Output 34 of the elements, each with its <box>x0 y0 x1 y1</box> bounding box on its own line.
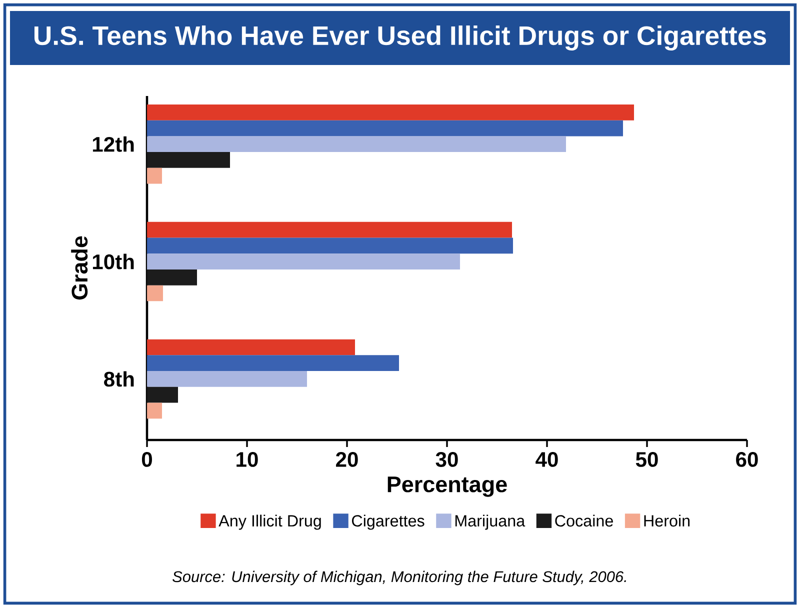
x-tick-label: 40 <box>536 452 558 467</box>
bar <box>147 104 634 120</box>
bar <box>147 152 230 168</box>
bar <box>147 402 162 419</box>
bar <box>147 355 399 372</box>
bar <box>147 386 178 403</box>
x-tick-label: 60 <box>736 452 758 467</box>
legend-label: Cigarettes <box>352 514 424 530</box>
x-tick-label: 20 <box>336 452 358 467</box>
bar <box>147 339 356 356</box>
chart-title: U.S. Teens Who Have Ever Used Illicit Drugs or Cigarettes <box>34 25 766 51</box>
bar <box>147 254 460 270</box>
bar <box>147 120 624 136</box>
x-tick-label: 10 <box>236 452 258 467</box>
bar <box>147 222 512 238</box>
y-tick-label: 8th <box>104 371 134 387</box>
bar <box>147 269 198 286</box>
y-tick-label: 12th <box>92 136 134 152</box>
x-tick-label: 0 <box>142 452 152 467</box>
y-tick-label: 10th <box>92 254 134 270</box>
legend-label: Marijuana <box>455 514 526 530</box>
bar <box>147 136 566 152</box>
legend-label: Cocaine <box>555 514 613 527</box>
bar <box>147 238 514 254</box>
bar <box>147 371 308 387</box>
y-axis-title: Grade <box>71 236 88 300</box>
legend-label: Heroin <box>644 514 690 527</box>
x-tick-label: 30 <box>436 452 458 467</box>
legend-label: Any Illicit Drug <box>218 514 321 530</box>
source-note: Source: University of Michigan, Monitoring the Future Study, 2006. <box>172 570 626 586</box>
bar <box>147 168 162 184</box>
bar <box>147 285 163 302</box>
x-axis-title: Percentage <box>388 476 507 497</box>
x-tick-label: 50 <box>636 452 658 467</box>
